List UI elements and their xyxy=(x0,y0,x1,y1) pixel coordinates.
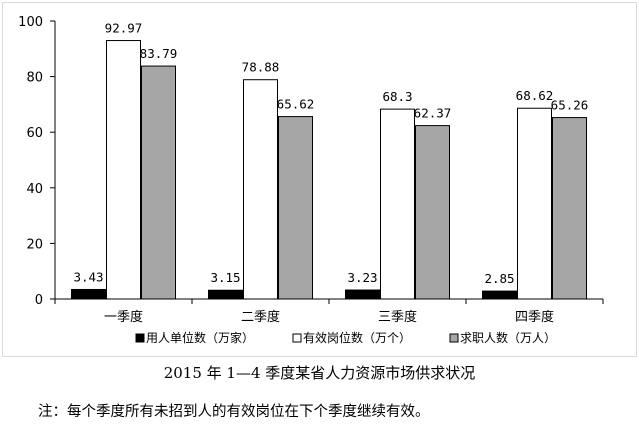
bars xyxy=(71,40,587,300)
legend-swatch xyxy=(135,333,145,343)
y-tick-label: 80 xyxy=(26,71,43,86)
data-label: 65.26 xyxy=(551,98,589,113)
data-label: 83.79 xyxy=(140,46,178,61)
data-label: 2.85 xyxy=(484,271,514,286)
bar-chart: 0 20 40 60 80 100 3.43 92.97 83.79 3.15 78.88 65.6… xyxy=(18,15,604,345)
y-tick-label: 100 xyxy=(18,15,43,30)
bar xyxy=(243,79,278,300)
y-axis-ticks: 0 20 40 60 80 100 xyxy=(18,15,43,308)
legend-label: 求职人数（万人） xyxy=(460,330,556,345)
data-label: 3.15 xyxy=(210,270,240,285)
x-axis-categories: 一季度 二季度 三季度 四季度 xyxy=(104,309,554,325)
value-labels: 3.43 92.97 83.79 3.15 78.88 65.62 3.23 68.362.3… xyxy=(73,21,588,287)
bar xyxy=(71,288,106,300)
bar xyxy=(380,108,415,300)
data-label: 65.62 xyxy=(277,97,315,112)
data-label: 3.43 xyxy=(73,269,103,284)
bar xyxy=(106,40,141,300)
bar xyxy=(517,107,552,300)
legend-label: 用人单位数（万家） xyxy=(146,330,254,345)
category-label: 四季度 xyxy=(515,309,554,325)
legend-label: 有效岗位数（万个） xyxy=(303,330,411,345)
category-label: 三季度 xyxy=(378,309,417,325)
legend: 用人单位数（万家） 有效岗位数（万个） 求职人数（万人） xyxy=(135,330,556,345)
data-label: 68.62 xyxy=(516,88,554,103)
data-label: 62.37 xyxy=(414,106,452,121)
bar xyxy=(278,116,313,300)
bar xyxy=(141,65,176,300)
data-label: 92.97 xyxy=(105,21,143,36)
y-tick-label: 40 xyxy=(26,182,43,197)
y-tick-label: 60 xyxy=(26,126,43,141)
data-label: 68.3 xyxy=(382,89,412,104)
bar xyxy=(345,289,380,300)
bar xyxy=(552,117,587,300)
figure-caption: 2015 年 1—4 季度某省人力资源市场供求状况 xyxy=(163,364,476,382)
y-tick-label: 0 xyxy=(35,293,43,308)
legend-swatch xyxy=(449,333,459,343)
data-label: 3.23 xyxy=(347,270,377,285)
legend-swatch xyxy=(292,333,302,343)
chart-frame xyxy=(2,2,637,357)
category-label: 一季度 xyxy=(104,309,143,325)
bar xyxy=(415,125,450,300)
category-label: 二季度 xyxy=(241,309,280,325)
bar xyxy=(482,290,517,300)
data-label: 78.88 xyxy=(242,60,280,75)
bar xyxy=(208,289,243,300)
y-tick-label: 20 xyxy=(26,237,43,252)
figure-note: 注：每个季度所有未招到人的有效岗位在下个季度继续有效。 xyxy=(38,404,430,420)
